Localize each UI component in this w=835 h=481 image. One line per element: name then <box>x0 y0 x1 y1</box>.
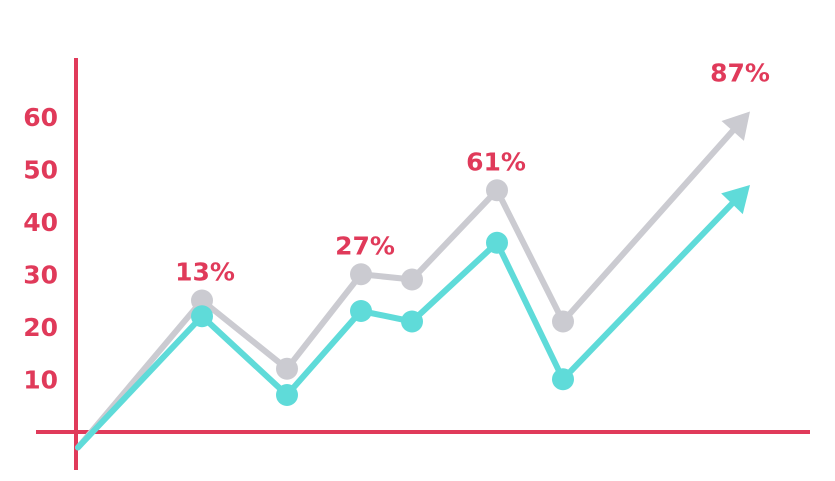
series-2-line <box>75 199 737 451</box>
series-2-point <box>276 384 298 406</box>
series-2-point <box>552 368 574 391</box>
series-1-point <box>552 310 574 333</box>
series-2-point <box>191 305 213 328</box>
y-tick-label: 30 <box>23 261 58 290</box>
series-2-point <box>350 300 372 322</box>
series-1-point <box>276 357 298 380</box>
percent-label: 13% <box>175 258 235 287</box>
series-1-arrowhead <box>721 111 750 141</box>
percent-label: 27% <box>335 231 395 260</box>
series-2-point <box>486 231 508 254</box>
series-1-point <box>350 263 372 286</box>
y-tick-label: 10 <box>23 366 58 395</box>
series-1-point <box>401 268 423 291</box>
percent-label: 61% <box>466 147 526 176</box>
y-tick-label: 60 <box>23 103 58 132</box>
series-2-arrowhead <box>721 185 750 215</box>
y-tick-label: 50 <box>23 156 58 185</box>
percent-label: 87% <box>710 59 770 88</box>
series-1-point <box>486 179 508 202</box>
y-tick-label: 20 <box>23 313 58 342</box>
series-1-line <box>75 126 738 451</box>
y-tick-label: 40 <box>23 208 58 237</box>
series-2-point <box>401 310 423 333</box>
series-1-point <box>191 289 213 312</box>
